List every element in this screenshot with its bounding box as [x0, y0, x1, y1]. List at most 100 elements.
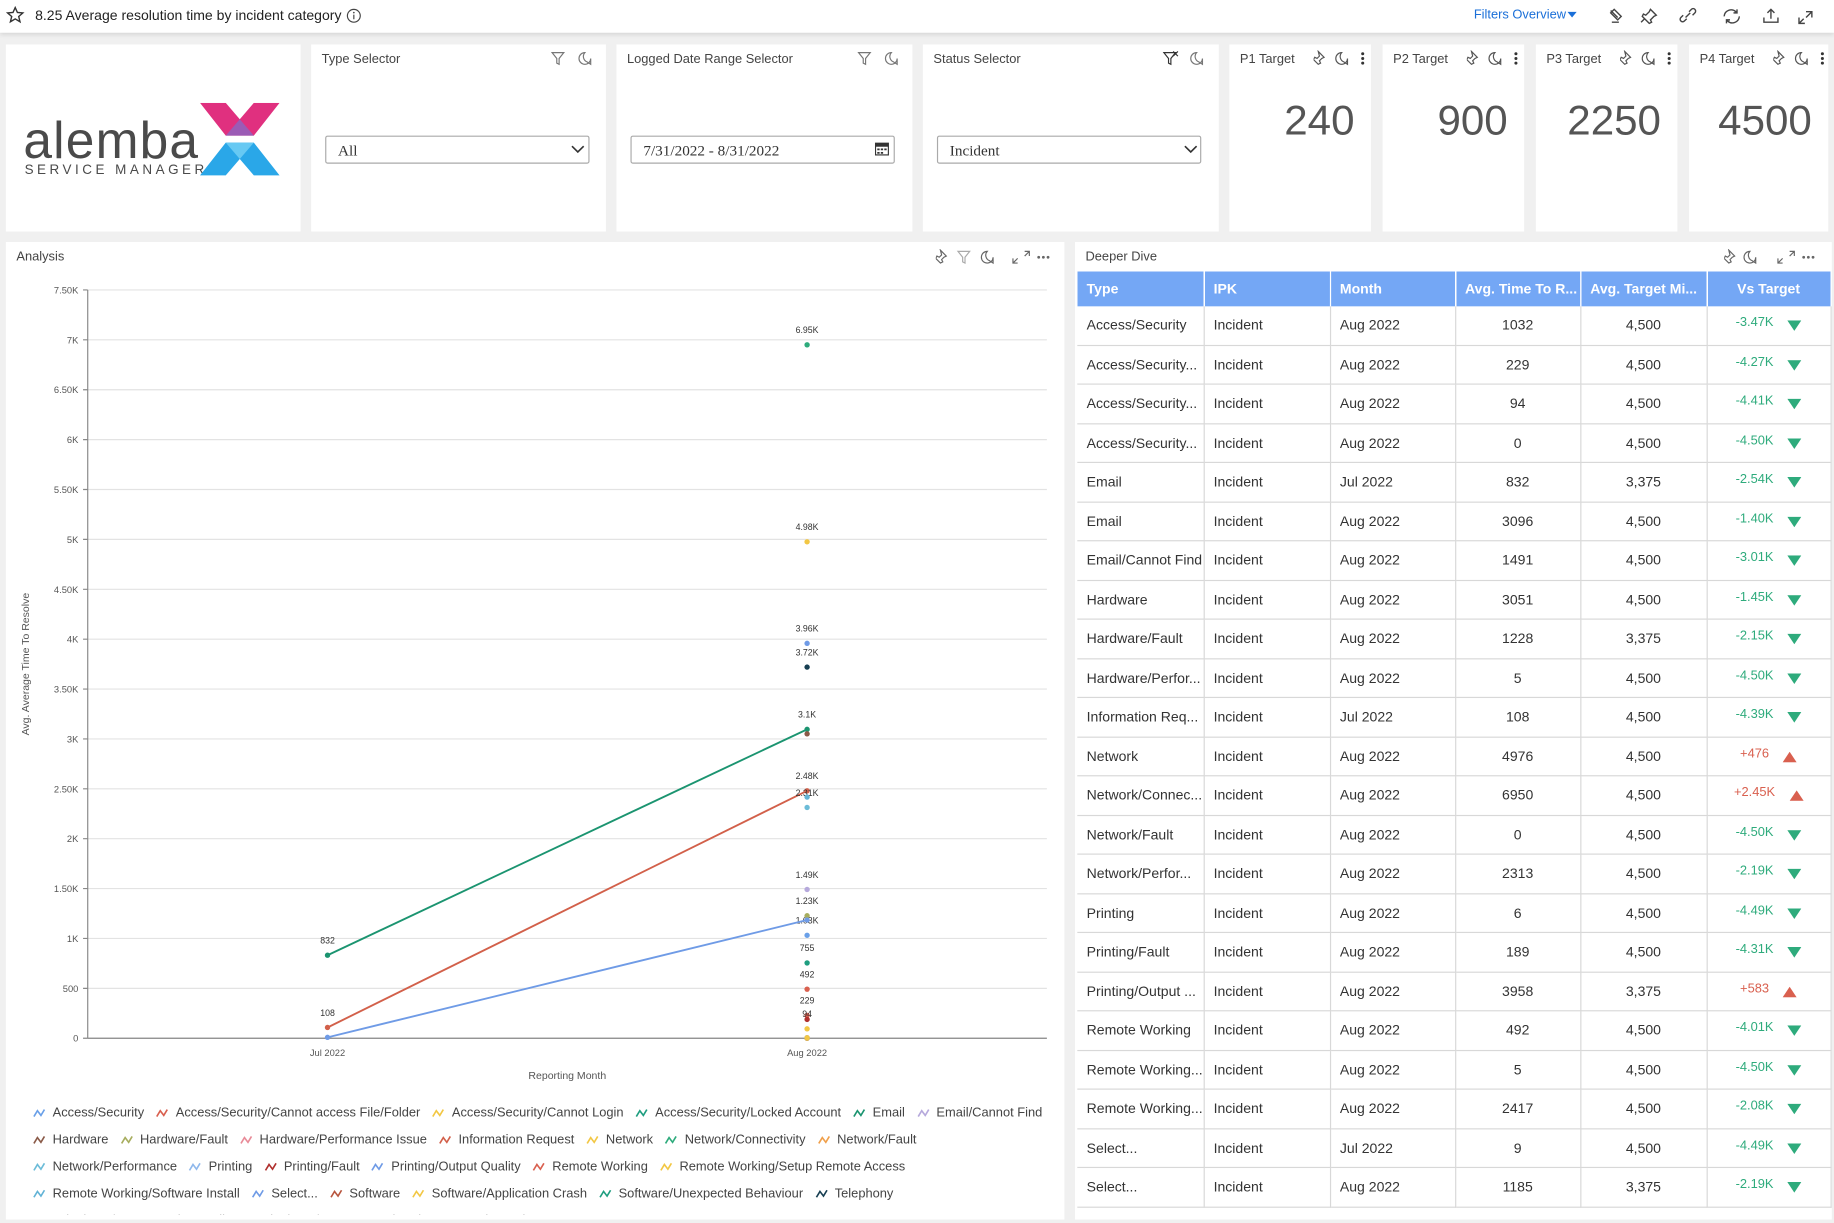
type-select[interactable]: All: [325, 135, 590, 164]
kpi-panel: P2 Target 900: [1382, 44, 1525, 232]
data-label: 832: [320, 936, 335, 946]
info-icon[interactable]: [346, 8, 361, 23]
legend-item[interactable]: Hardware/Performance Issue: [240, 1131, 427, 1149]
table-cell: Incident: [1203, 540, 1331, 581]
data-label: 3.72K: [796, 647, 819, 657]
panel-icons[interactable]: [1724, 249, 1818, 265]
dropdown-caret[interactable]: [1567, 11, 1577, 19]
favorite-icon[interactable]: [5, 5, 25, 25]
y-tick-label: 1.50K: [54, 884, 79, 894]
legend-swatch: [33, 1135, 46, 1144]
table-cell: Incident: [1203, 814, 1331, 855]
legend-item[interactable]: Telephony/Cannot make a call: [33, 1211, 225, 1215]
legend-item[interactable]: Telephony: [815, 1184, 893, 1202]
legend-item[interactable]: Email: [853, 1104, 905, 1122]
legend-item[interactable]: Select...: [251, 1184, 318, 1202]
legend-item[interactable]: Access/Security/Cannot access File/Folde…: [156, 1104, 420, 1122]
kpi-value: 4500: [1718, 95, 1812, 144]
select-caret[interactable]: [571, 145, 585, 154]
table-cell: 3958: [1455, 971, 1581, 1012]
table-cell: Printing: [1077, 893, 1205, 934]
table-row: Email/Cannot Find Incident Aug 2022 1491 4,5…: [1077, 540, 1832, 581]
x-tick-label: Jul 2022: [310, 1048, 345, 1058]
legend-item[interactable]: Software: [330, 1184, 401, 1202]
legend-item[interactable]: Hardware/Fault: [120, 1131, 228, 1149]
panel-icons[interactable]: [1162, 50, 1210, 66]
data-label: 3.96K: [796, 624, 819, 634]
kpi-icons[interactable]: [1619, 49, 1674, 66]
kpi-icons[interactable]: [1772, 49, 1827, 66]
legend-swatch: [815, 1189, 828, 1198]
legend-swatch: [251, 1189, 264, 1198]
legend-item[interactable]: Remote Working: [532, 1158, 648, 1176]
status-select[interactable]: Incident: [936, 135, 1202, 164]
legend-item[interactable]: Printing/Fault: [264, 1158, 360, 1176]
legend-swatch: [33, 1108, 46, 1117]
data-point: [804, 1016, 810, 1023]
panel-icons[interactable]: [857, 50, 904, 66]
legend-label: Network/Connectivity: [684, 1132, 806, 1147]
legend-item[interactable]: Network: [586, 1131, 653, 1149]
filter-panel: Logged Date Range Selector 7/31/2022 - 8…: [616, 44, 913, 232]
data-point: [804, 788, 810, 794]
vs-target-value: -4.50K: [1735, 668, 1774, 683]
filters-overview-button[interactable]: Filters Overview: [1473, 8, 1567, 23]
legend-item[interactable]: Remote Working/Setup Remote Access: [660, 1158, 906, 1176]
legend-item[interactable]: Software/Application Crash: [412, 1184, 587, 1202]
filter-title: Logged Date Range Selector: [626, 52, 793, 67]
legend-item[interactable]: Remote Working/Software Install: [33, 1184, 240, 1202]
table-row: Printing/Output ... Incident Aug 2022 3958 3…: [1077, 971, 1832, 1012]
vs-target-cell: +476: [1706, 736, 1832, 777]
legend-item[interactable]: Information Request: [439, 1131, 574, 1149]
legend-swatch: [33, 1162, 46, 1171]
data-point: [804, 804, 810, 811]
kpi-icons[interactable]: [1466, 49, 1521, 66]
table-cell: 3,375: [1580, 462, 1708, 503]
calendar-icon[interactable]: [874, 141, 889, 156]
legend-swatch: [660, 1162, 672, 1171]
table-cell: 94: [1455, 384, 1581, 424]
table-cell: 1185: [1455, 1167, 1581, 1208]
legend-item[interactable]: Email/Cannot Find: [917, 1104, 1043, 1122]
legend-item[interactable]: Telephony/Cannot Synchronise: [237, 1211, 435, 1215]
y-tick-label: 2.50K: [54, 784, 79, 794]
legend-item[interactable]: Network/Fault: [817, 1131, 917, 1149]
vs-target-cell: -4.39K: [1706, 697, 1832, 738]
vs-target-cell: -4.01K: [1706, 1010, 1832, 1051]
select-caret[interactable]: [1184, 145, 1198, 154]
legend-item[interactable]: Hardware: [33, 1131, 108, 1149]
legend-item[interactable]: Access/Security/Locked Account: [635, 1104, 841, 1122]
panel-icons[interactable]: [550, 50, 598, 66]
table-cell: Aug 2022: [1329, 736, 1456, 777]
table-cell: Remote Working: [1077, 1010, 1205, 1051]
table-cell: Select...: [1077, 1167, 1205, 1208]
toolbar-icons[interactable]: [1608, 7, 1819, 26]
legend-item[interactable]: Access/Security: [33, 1104, 144, 1122]
table-cell: Aug 2022: [1329, 1089, 1456, 1129]
legend-item[interactable]: Network/Performance: [33, 1158, 177, 1176]
kpi-label: P3 Target: [1546, 52, 1602, 67]
legend-label: Hardware/Fault: [139, 1132, 228, 1147]
legend-item[interactable]: Printing: [189, 1158, 252, 1176]
legend-label: Remote Working/Setup Remote Access: [679, 1159, 906, 1174]
table-cell: 4,500: [1580, 540, 1708, 581]
legend-item[interactable]: Network/Connectivity: [665, 1131, 806, 1149]
vs-target-value: -4.49K: [1735, 1138, 1774, 1153]
table-cell: Information Req...: [1077, 697, 1205, 738]
kpi-icons[interactable]: [1312, 49, 1368, 66]
column-header: Avg. Target Mi...: [1580, 271, 1708, 307]
top-bar: 8.25 Average resolution time by incident…: [0, 0, 1834, 33]
analysis-panel: Analysis: [5, 242, 1065, 1220]
panel-icons[interactable]: [935, 249, 1053, 265]
table-cell: Incident: [1203, 658, 1331, 699]
legend-item[interactable]: Web Services: [446, 1211, 545, 1215]
legend-label: Email/Cannot Find: [936, 1105, 1043, 1120]
legend-item[interactable]: Access/Security/Cannot Login: [432, 1104, 624, 1122]
legend-item[interactable]: Printing/Output Quality: [371, 1158, 521, 1176]
legend-label: Software: [349, 1186, 401, 1201]
legend-swatch: [532, 1162, 545, 1171]
data-label: 755: [800, 943, 815, 953]
legend-item[interactable]: Software/Unexpected Behaviour: [599, 1184, 803, 1202]
date-range-input[interactable]: 7/31/2022 - 8/31/2022: [630, 135, 895, 164]
